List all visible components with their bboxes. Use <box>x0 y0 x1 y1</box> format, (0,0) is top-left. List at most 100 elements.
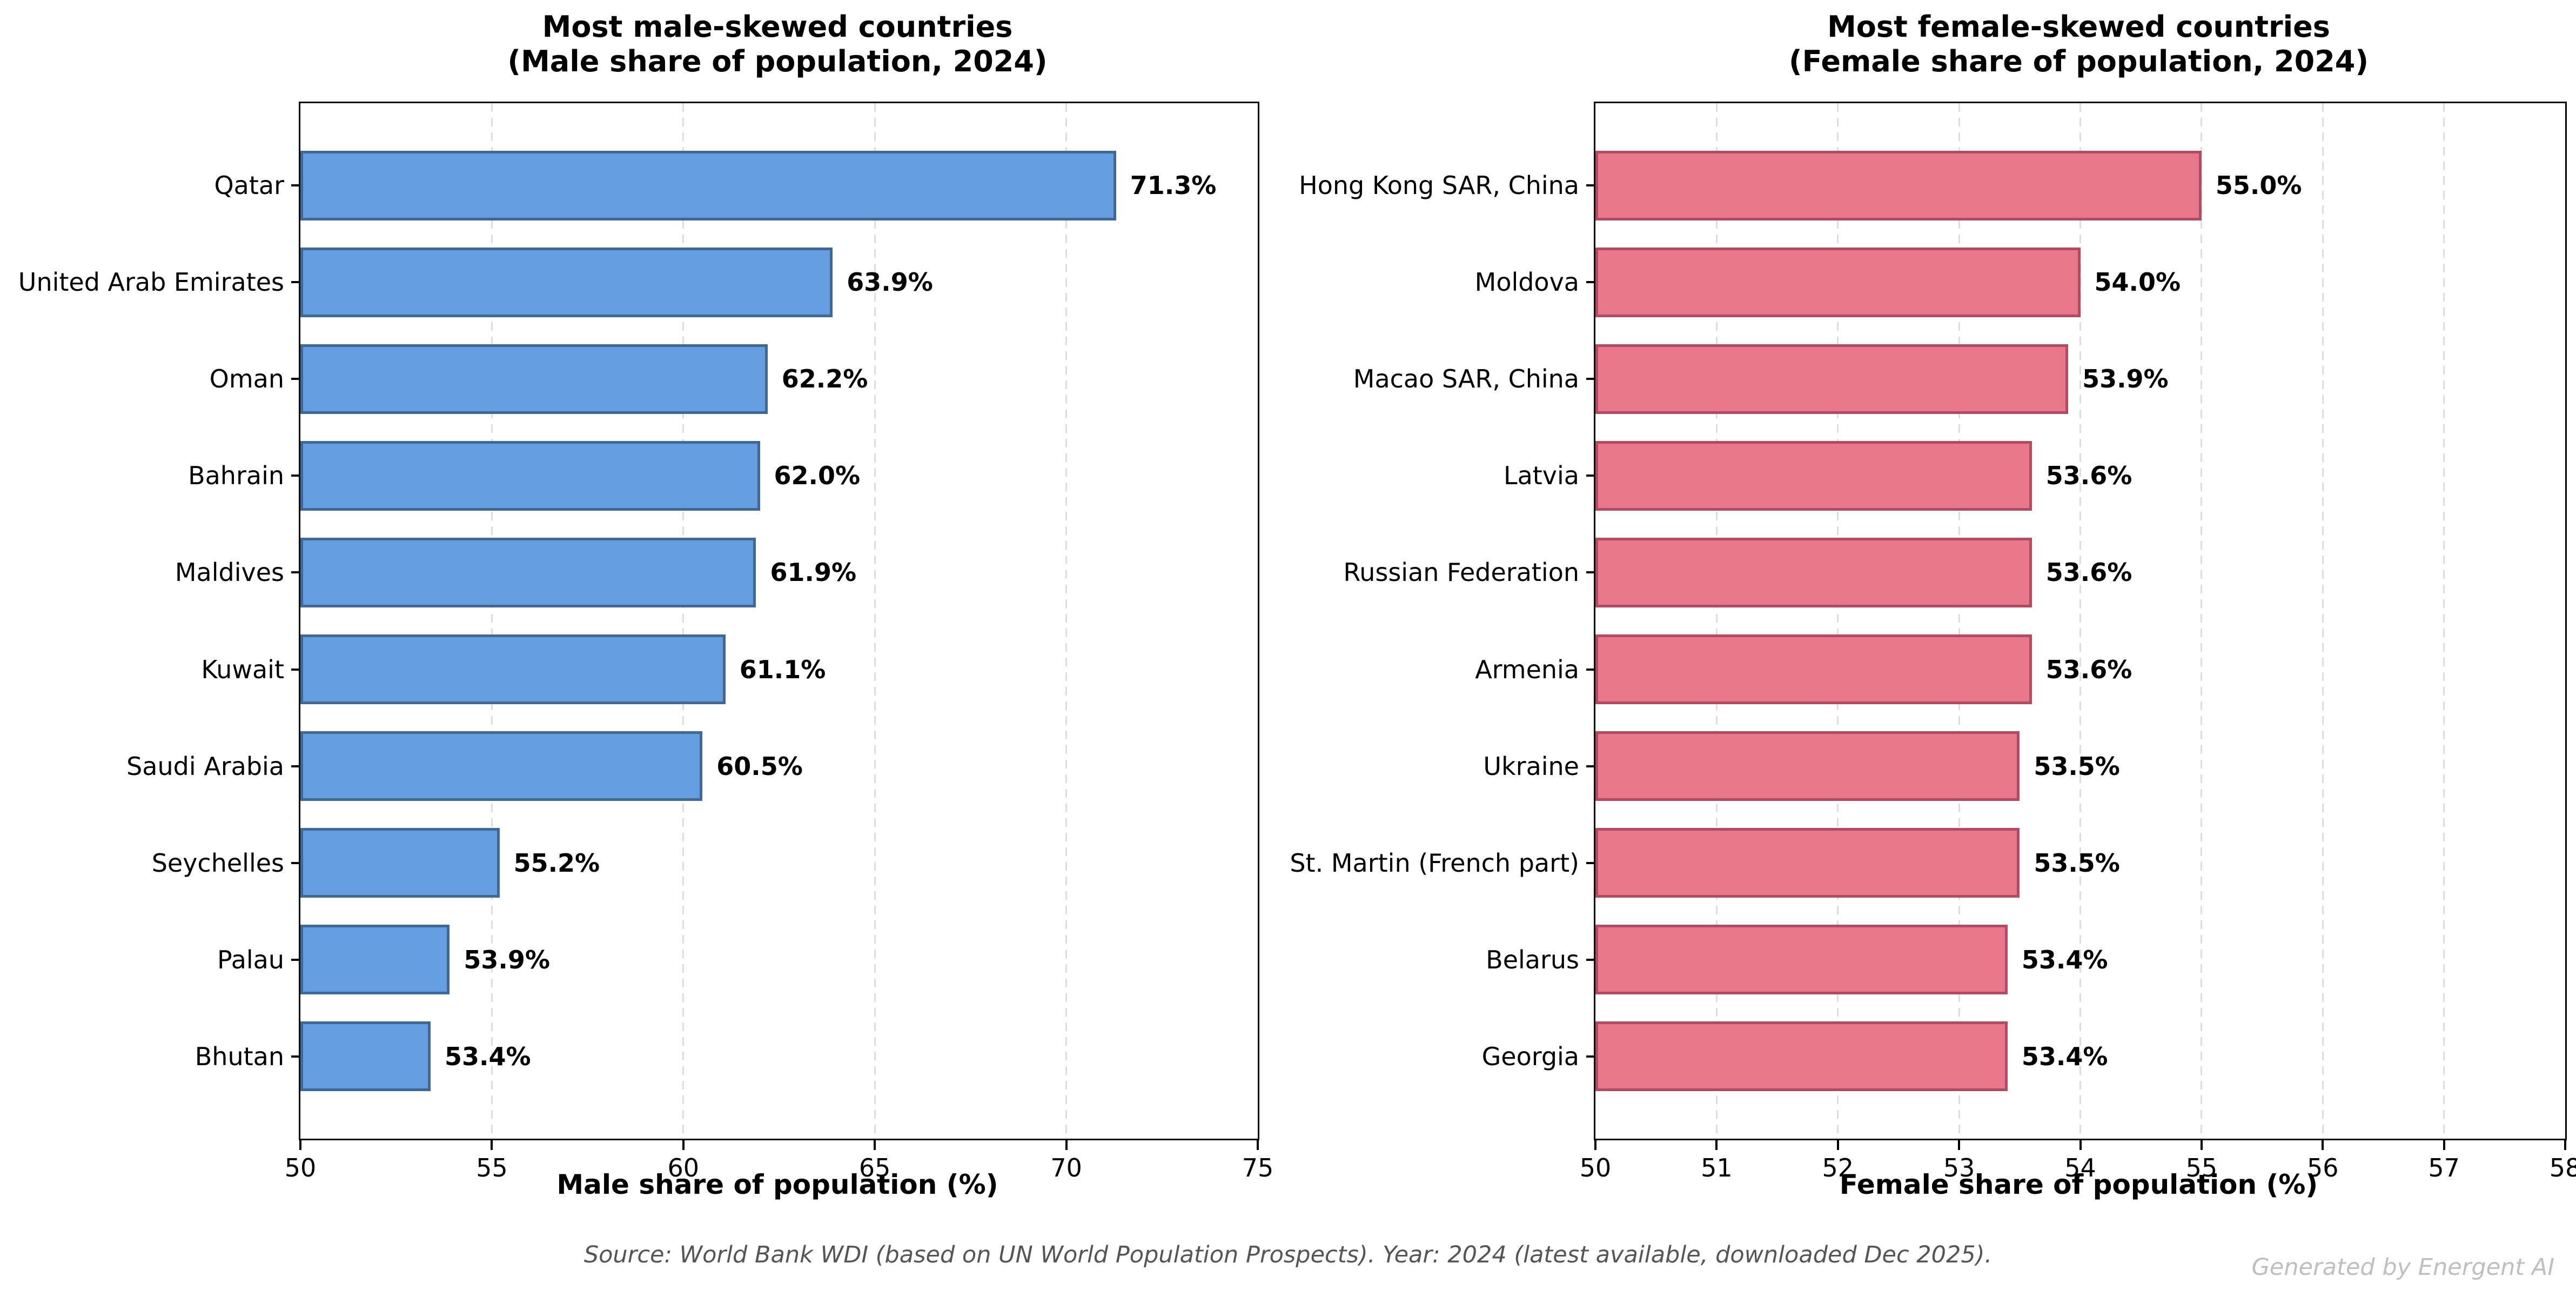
x-tick-label-50: 50 <box>1579 1153 1612 1182</box>
male-chart-title-line2: (Male share of population, 2024) <box>507 44 1048 78</box>
male-x-axis-label: Male share of population (%) <box>556 1169 998 1200</box>
x-tick-label-53: 53 <box>1943 1153 1975 1182</box>
y-tick <box>291 668 300 671</box>
x-tick-55 <box>2200 1140 2203 1150</box>
y-tick <box>291 184 300 187</box>
female-bar <box>1595 150 2202 220</box>
gridline-60 <box>682 103 685 1139</box>
value-label: 54.0% <box>2094 268 2181 297</box>
x-tick-label-58: 58 <box>2549 1153 2576 1182</box>
value-label: 53.4% <box>444 1041 531 1071</box>
x-tick-54 <box>2079 1140 2082 1150</box>
y-tick <box>291 571 300 574</box>
female-bar <box>1595 828 2020 898</box>
gridline-55 <box>2201 103 2203 1139</box>
y-tick <box>291 281 300 284</box>
category-label: Moldova <box>1474 268 1579 297</box>
category-label: Hong Kong SAR, China <box>1299 171 1579 200</box>
value-label: 62.2% <box>781 364 868 394</box>
male-bar <box>300 925 450 995</box>
category-label: Kuwait <box>201 654 284 684</box>
female-bar <box>1595 344 2069 414</box>
gridline-70 <box>1065 103 1068 1139</box>
female-chart-title-line1: Most female-skewed countries <box>1827 10 2330 44</box>
value-label: 61.9% <box>770 558 857 587</box>
category-label: Seychelles <box>151 848 284 878</box>
value-label: 61.1% <box>739 654 826 684</box>
male-bar <box>300 1021 431 1092</box>
female-bar <box>1595 925 2008 995</box>
value-label: 53.4% <box>2021 1041 2108 1071</box>
male-bar <box>300 731 703 801</box>
value-label: 71.3% <box>1130 171 1217 200</box>
category-label: Saudi Arabia <box>126 751 284 781</box>
category-label: Armenia <box>1475 654 1579 684</box>
gridline-53 <box>1958 103 1960 1139</box>
y-tick <box>1586 571 1595 574</box>
source-note: Source: World Bank WDI (based on UN Worl… <box>583 1241 1993 1268</box>
y-tick <box>1586 474 1595 477</box>
watermark: Generated by Energent AI <box>2251 1254 2554 1281</box>
value-label: 53.9% <box>2082 364 2169 394</box>
x-tick-70 <box>1065 1140 1068 1150</box>
y-tick <box>291 474 300 477</box>
value-label: 53.5% <box>2034 848 2120 878</box>
x-tick-65 <box>874 1140 876 1150</box>
y-tick <box>1586 765 1595 767</box>
male-chart-title-line1: Most male-skewed countries <box>542 10 1013 44</box>
category-label: Qatar <box>214 171 284 200</box>
value-label: 53.6% <box>2045 461 2132 491</box>
category-label: Bhutan <box>194 1041 284 1071</box>
female-chart-title: Most female-skewed countries (Female sha… <box>1594 10 2564 79</box>
x-tick-label-65: 65 <box>858 1153 891 1182</box>
y-tick <box>1586 378 1595 380</box>
x-tick-50 <box>1594 1140 1596 1150</box>
y-tick <box>291 378 300 380</box>
x-tick-50 <box>299 1140 301 1150</box>
male-bar <box>300 247 833 317</box>
female-bar <box>1595 1021 2008 1092</box>
female-chart-plot-area: 50 51 52 53 54 55 56 57 58 Hong Kong SAR, China 55… <box>1290 102 2576 1182</box>
gridline-52 <box>1837 103 1839 1139</box>
category-label: Palau <box>217 945 284 974</box>
male-chart-plot-area: 50 55 60 65 70 75 Qatar 71.3% United Arab Emirat… <box>18 102 1273 1182</box>
y-tick <box>1586 1055 1595 1058</box>
female-bar <box>1595 538 2032 607</box>
y-tick <box>1586 958 1595 961</box>
female-bar <box>1595 731 2020 801</box>
y-tick <box>291 861 300 864</box>
y-tick <box>291 765 300 767</box>
male-bar <box>300 344 768 414</box>
x-tick-57 <box>2443 1140 2445 1150</box>
gridline-65 <box>874 103 876 1139</box>
x-tick-60 <box>682 1140 685 1150</box>
x-tick-label-50: 50 <box>284 1153 317 1182</box>
x-tick-label-75: 75 <box>1242 1153 1274 1182</box>
x-tick-label-56: 56 <box>2306 1153 2339 1182</box>
value-label: 62.0% <box>774 461 861 491</box>
y-tick <box>1586 184 1595 187</box>
category-label: Latvia <box>1503 461 1579 491</box>
y-tick <box>291 958 300 961</box>
category-label: Georgia <box>1481 1041 1579 1071</box>
female-bar <box>1595 634 2032 704</box>
x-tick-label-60: 60 <box>667 1153 700 1182</box>
male-bar <box>300 828 500 898</box>
y-tick <box>1586 668 1595 671</box>
value-label: 53.9% <box>464 945 551 974</box>
y-tick <box>291 1055 300 1058</box>
x-tick-label-52: 52 <box>1822 1153 1854 1182</box>
female-x-axis-label: Female share of population (%) <box>1839 1169 2318 1200</box>
gridline-57 <box>2443 103 2445 1139</box>
x-tick-label-54: 54 <box>2064 1153 2096 1182</box>
male-bar <box>300 634 726 704</box>
female-bar <box>1595 440 2032 511</box>
x-tick-53 <box>1958 1140 1961 1150</box>
x-tick-75 <box>1257 1140 1259 1150</box>
category-label: St. Martin (French part) <box>1290 848 1579 878</box>
value-label: 53.4% <box>2021 945 2108 974</box>
gridline-51 <box>1715 103 1718 1139</box>
category-label: Russian Federation <box>1343 558 1579 587</box>
x-tick-52 <box>1836 1140 1839 1150</box>
x-tick-label-70: 70 <box>1050 1153 1082 1182</box>
